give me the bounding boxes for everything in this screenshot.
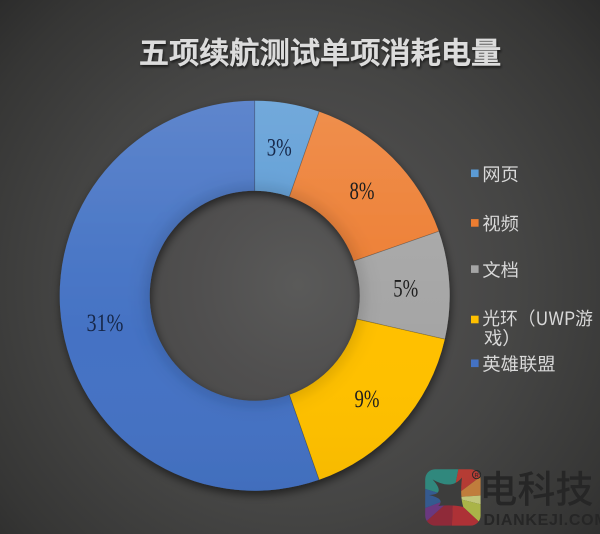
svg-text:31%: 31% [87,310,124,337]
svg-text:9%: 9% [355,386,380,413]
svg-text:8%: 8% [350,178,375,205]
svg-text:R: R [475,473,479,479]
svg-text:5%: 5% [393,275,418,302]
svg-text:3%: 3% [267,134,292,161]
